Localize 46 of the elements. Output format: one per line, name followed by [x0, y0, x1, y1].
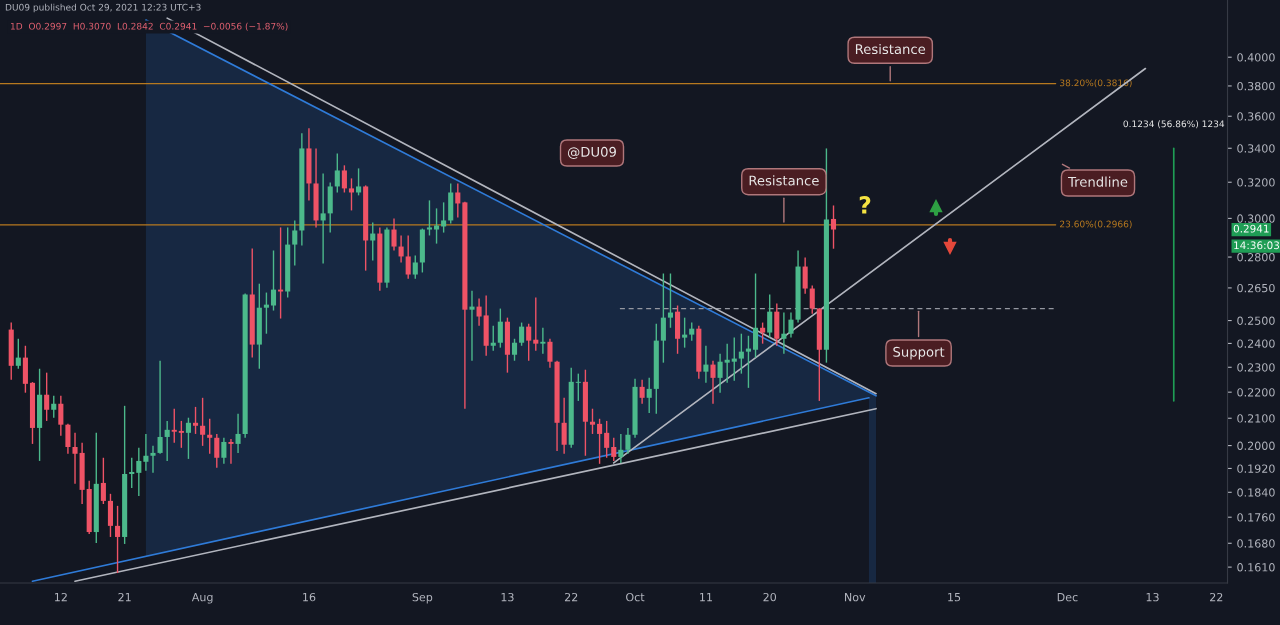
annotation: Resistance	[855, 43, 926, 55]
y-tick-label: 0.1760	[1237, 513, 1275, 522]
x-tick-label: 15	[948, 593, 961, 602]
x-tick-label: 16	[303, 592, 316, 602]
y-tick-label: 0.1920	[1237, 464, 1275, 473]
y-tick-label: 0.2400	[1237, 339, 1275, 348]
y-tick-label: 0.3000	[1237, 214, 1275, 223]
y-tick-label: 0.2000	[1237, 441, 1275, 450]
x-tick-label: Sep	[412, 592, 433, 604]
annotation: Support	[893, 346, 945, 360]
x-tick-label: 13	[1146, 592, 1159, 602]
x-tick-label: 21	[118, 592, 131, 602]
annotation: DU09 published Oct 29, 2021 12:23 UTC+3	[5, 3, 201, 13]
y-tick-label: 0.2800	[1237, 253, 1275, 262]
y-tick-label: 0.2100	[1237, 414, 1275, 423]
ref-line-label: 23.60%(0.2966)	[1060, 220, 1132, 229]
x-tick-label: 12	[55, 592, 67, 602]
x-tick-label: Nov	[845, 593, 866, 602]
annotation: @DU09	[567, 146, 616, 159]
y-tick-label: 0.2300	[1237, 363, 1275, 372]
text: 14:36:03	[1234, 241, 1280, 250]
y-tick-label: 0.1680	[1237, 539, 1275, 548]
y-tick-label: 0.2650	[1237, 283, 1275, 293]
annotation: 0.1234 (56.86%) 1234	[1123, 120, 1225, 129]
annotation: 1D O0.2997 H0.3070 L0.2842 C0.2941 −0.0056 (−1.87%)	[10, 22, 288, 31]
x-tick-label: 22	[1210, 592, 1223, 602]
y-tick-label: 0.4000	[1237, 53, 1275, 62]
y-tick-label: 0.2500	[1237, 316, 1275, 325]
x-tick-label: Dec	[1057, 593, 1078, 602]
annotation: Trendline	[1068, 176, 1128, 187]
x-tick-label: Oct	[626, 592, 645, 602]
text: 0.2941	[1233, 224, 1269, 233]
x-tick-label: 20	[763, 592, 777, 602]
x-tick-label: Aug	[191, 593, 213, 604]
y-tick-label: 0.1610	[1237, 563, 1275, 572]
y-tick-label: 0.3600	[1237, 112, 1275, 121]
annotation: Resistance	[749, 175, 819, 186]
y-tick-label: 0.3400	[1237, 144, 1275, 153]
x-tick-label: 22	[564, 592, 578, 602]
annotation: ?	[859, 195, 871, 214]
y-tick-label: 0.3800	[1237, 81, 1275, 91]
y-tick-label: 0.3200	[1237, 178, 1275, 187]
y-tick-label: 0.1840	[1237, 488, 1275, 497]
y-tick-label: 0.2200	[1237, 388, 1275, 397]
x-tick-label: 13	[501, 592, 514, 602]
x-tick-label: 11	[700, 593, 712, 602]
